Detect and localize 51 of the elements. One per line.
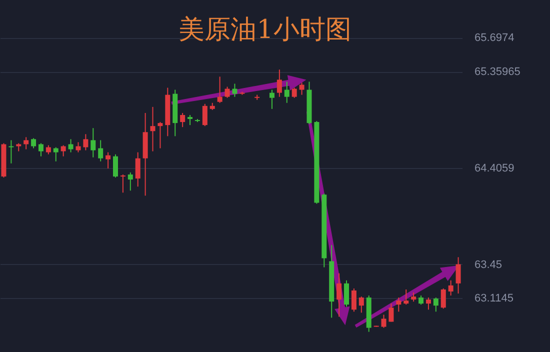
candlestick: [8, 140, 14, 164]
candlestick: [426, 297, 431, 310]
candlestick: [202, 103, 208, 127]
candlestick: [418, 295, 424, 306]
candlestick: [344, 280, 349, 308]
candlestick: [106, 152, 111, 169]
candlestick: [53, 146, 58, 162]
text: 美原油1小时图: [178, 15, 352, 45]
candlestick: [98, 140, 104, 162]
candlestick: [411, 292, 416, 302]
candlestick: [135, 152, 140, 188]
candlestick: [60, 144, 66, 157]
candlestick: [299, 82, 304, 96]
y-tick-label: 65.35965: [474, 66, 520, 78]
y-tick-label: 65.6974: [474, 32, 514, 44]
candlestick: [217, 76, 222, 104]
candlestick: [31, 138, 36, 149]
candlestick: [224, 86, 230, 98]
candlestick: [448, 280, 454, 296]
candlestick: [188, 114, 193, 126]
candlestick: [90, 128, 96, 158]
candlestick: [440, 288, 446, 310]
candlestick: [46, 144, 51, 155]
y-tick-label: 63.1145: [474, 292, 514, 305]
candlestick: [433, 297, 438, 312]
candlestick: [68, 138, 74, 153]
candlestick: [76, 142, 81, 153]
candlestick: [284, 81, 290, 104]
candlestick: [358, 296, 364, 314]
candlestick: [336, 272, 342, 318]
candlestick: [150, 106, 156, 152]
candlestick: [38, 142, 44, 157]
candlestick: [158, 122, 163, 149]
candlestick: [404, 288, 409, 306]
candlestick: [351, 288, 356, 312]
candlestick: [232, 83, 238, 98]
candlestick: [388, 303, 394, 322]
candlestick: [24, 136, 29, 150]
candlestick: [269, 89, 274, 110]
candlestick: [396, 297, 402, 312]
candlestick: [113, 154, 118, 178]
candlestick: [456, 256, 461, 294]
candlestick: [276, 69, 282, 98]
candlestick: [292, 87, 297, 98]
candlestick: [120, 174, 126, 194]
candlestick: [381, 314, 386, 328]
candlestick: [180, 112, 186, 128]
y-tick-label: 63.45: [474, 258, 502, 271]
candlestick: [83, 134, 88, 151]
y-tick-label: 64.4059: [474, 162, 514, 174]
candlestick: [128, 172, 133, 192]
